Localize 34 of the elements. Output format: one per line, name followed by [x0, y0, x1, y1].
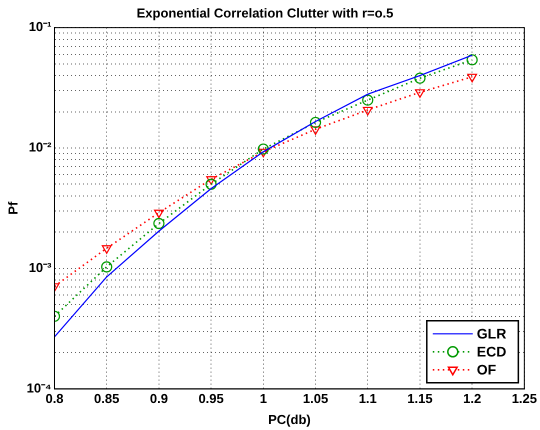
point — [154, 210, 164, 218]
point — [258, 143, 269, 155]
x-tick-label: 1.25 — [512, 391, 538, 406]
x-tick-label: 0.9 — [150, 391, 168, 406]
legend-label: ECD — [476, 344, 506, 360]
point — [310, 126, 320, 135]
x-tick-label: 1 — [260, 391, 267, 406]
y-tick-label: 10⁻¹ — [28, 19, 52, 34]
point — [362, 94, 374, 106]
point — [153, 218, 165, 230]
point — [414, 72, 426, 84]
point — [466, 54, 478, 66]
y-axis-title: Pf — [5, 201, 20, 215]
chart-title: Exponential Correlation Clutter with r=o.5 — [136, 5, 394, 20]
legend-label: GLR — [476, 326, 506, 342]
point — [102, 245, 112, 254]
point — [310, 116, 322, 128]
x-tick-label: 1.15 — [407, 391, 433, 406]
x-tick-label: 0.85 — [94, 391, 120, 406]
x-tick-label: 1.1 — [358, 391, 377, 406]
point — [206, 178, 217, 190]
x-tick-label: 1.2 — [463, 391, 482, 406]
point — [206, 176, 216, 185]
y-tick-label: 10⁻² — [28, 140, 52, 155]
legend-label: OF — [476, 362, 497, 378]
y-tick-label: 10⁻³ — [28, 260, 52, 275]
point — [415, 89, 425, 98]
point — [258, 148, 268, 158]
point — [362, 106, 373, 116]
x-tick-label: 0.95 — [198, 391, 224, 406]
point — [101, 261, 112, 272]
x-axis-title: PC(db) — [268, 412, 311, 427]
point — [467, 74, 478, 82]
x-tick-label: 1.05 — [302, 391, 328, 406]
